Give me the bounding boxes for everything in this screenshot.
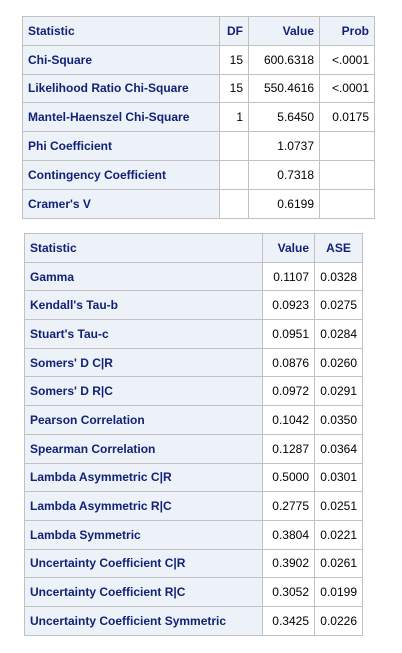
cell-value: 0.0923	[262, 290, 315, 321]
table-row: Chi-Square 15 600.6318 <.0001	[22, 44, 375, 75]
cell-value: 1.0737	[248, 131, 320, 161]
column-header-statistic: Statistic	[22, 16, 220, 46]
cell-value: 0.1287	[262, 433, 315, 464]
cell-value: 5.6450	[248, 102, 320, 133]
cell-prob: 0.0175	[319, 102, 375, 133]
cell-ase: 0.0226	[314, 605, 363, 636]
cell-ase: 0.0260	[314, 347, 363, 378]
column-header-prob: Prob	[319, 16, 375, 46]
row-header-statistic: Chi-Square	[22, 44, 220, 75]
cell-prob: <.0001	[319, 44, 375, 75]
table-row: Uncertainty Coefficient R|C 0.3052 0.019…	[24, 577, 363, 607]
cell-value: 600.6318	[248, 44, 320, 75]
cell-ase: 0.0261	[314, 548, 363, 579]
cell-df	[219, 188, 249, 219]
cell-prob	[319, 188, 375, 219]
table-header-row: Statistic Value ASE	[24, 233, 363, 263]
row-header-statistic: Pearson Correlation	[24, 405, 263, 435]
cell-ase: 0.0221	[314, 519, 363, 550]
cell-value: 550.4616	[248, 73, 320, 104]
row-header-statistic: Somers' D C|R	[24, 347, 263, 378]
table-row: Phi Coefficient 1.0737	[22, 131, 375, 161]
table-row: Somers' D C|R 0.0876 0.0260	[24, 347, 363, 378]
table-row: Somers' D R|C 0.0972 0.0291	[24, 376, 363, 407]
column-header-value: Value	[248, 16, 320, 46]
table-row: Likelihood Ratio Chi-Square 15 550.4616 …	[22, 73, 375, 104]
cell-value: 0.1042	[262, 405, 315, 435]
table-row: Lambda Asymmetric C|R 0.5000 0.0301	[24, 462, 363, 493]
cell-value: 0.2775	[262, 491, 315, 521]
cell-df: 1	[219, 102, 249, 133]
table-row: Pearson Correlation 0.1042 0.0350	[24, 405, 363, 435]
table-header-row: Statistic DF Value Prob	[22, 16, 375, 46]
cell-value: 0.6199	[248, 188, 320, 219]
row-header-statistic: Contingency Coefficient	[22, 159, 220, 190]
column-header-statistic: Statistic	[24, 233, 263, 263]
row-header-statistic: Lambda Asymmetric C|R	[24, 462, 263, 493]
row-header-statistic: Lambda Asymmetric R|C	[24, 491, 263, 521]
table-row: Gamma 0.1107 0.0328	[24, 261, 363, 292]
cell-value: 0.0876	[262, 347, 315, 378]
row-header-statistic: Gamma	[24, 261, 263, 292]
column-header-value: Value	[262, 233, 315, 263]
table-row: Spearman Correlation 0.1287 0.0364	[24, 433, 363, 464]
cell-value: 0.7318	[248, 159, 320, 190]
row-header-statistic: Cramer's V	[22, 188, 220, 219]
row-header-statistic: Spearman Correlation	[24, 433, 263, 464]
cell-ase: 0.0350	[314, 405, 363, 435]
column-header-ase: ASE	[314, 233, 363, 263]
row-header-statistic: Uncertainty Coefficient Symmetric	[24, 605, 263, 636]
cell-value: 0.5000	[262, 462, 315, 493]
table-row: Lambda Asymmetric R|C 0.2775 0.0251	[24, 491, 363, 521]
table-row: Kendall's Tau-b 0.0923 0.0275	[24, 290, 363, 321]
cell-value: 0.3804	[262, 519, 315, 550]
cell-ase: 0.0275	[314, 290, 363, 321]
cell-ase: 0.0301	[314, 462, 363, 493]
cell-ase: 0.0251	[314, 491, 363, 521]
cell-ase: 0.0328	[314, 261, 363, 292]
table-row: Contingency Coefficient 0.7318	[22, 159, 375, 190]
cell-prob	[319, 131, 375, 161]
cell-value: 0.0972	[262, 376, 315, 407]
cell-df: 15	[219, 44, 249, 75]
table-row: Stuart's Tau-c 0.0951 0.0284	[24, 319, 363, 349]
cell-ase: 0.0284	[314, 319, 363, 349]
row-header-statistic: Lambda Symmetric	[24, 519, 263, 550]
row-header-statistic: Uncertainty Coefficient C|R	[24, 548, 263, 579]
cell-ase: 0.0364	[314, 433, 363, 464]
table-row: Mantel-Haenszel Chi-Square 1 5.6450 0.01…	[22, 102, 375, 133]
cell-value: 0.1107	[262, 261, 315, 292]
cell-prob	[319, 159, 375, 190]
cell-ase: 0.0199	[314, 577, 363, 607]
cell-value: 0.3902	[262, 548, 315, 579]
row-header-statistic: Somers' D R|C	[24, 376, 263, 407]
association-measures-table: Statistic Value ASE Gamma 0.1107 0.0328 …	[24, 233, 363, 636]
cell-df	[219, 159, 249, 190]
cell-prob: <.0001	[319, 73, 375, 104]
table-row: Uncertainty Coefficient C|R 0.3902 0.026…	[24, 548, 363, 579]
row-header-statistic: Uncertainty Coefficient R|C	[24, 577, 263, 607]
cell-ase: 0.0291	[314, 376, 363, 407]
cell-df: 15	[219, 73, 249, 104]
chi-square-statistics-table: Statistic DF Value Prob Chi-Square 15 60…	[22, 16, 375, 219]
column-header-df: DF	[219, 16, 249, 46]
cell-value: 0.3052	[262, 577, 315, 607]
cell-value: 0.0951	[262, 319, 315, 349]
table-row: Uncertainty Coefficient Symmetric 0.3425…	[24, 605, 363, 636]
row-header-statistic: Likelihood Ratio Chi-Square	[22, 73, 220, 104]
row-header-statistic: Kendall's Tau-b	[24, 290, 263, 321]
row-header-statistic: Phi Coefficient	[22, 131, 220, 161]
cell-value: 0.3425	[262, 605, 315, 636]
cell-df	[219, 131, 249, 161]
table-row: Lambda Symmetric 0.3804 0.0221	[24, 519, 363, 550]
row-header-statistic: Stuart's Tau-c	[24, 319, 263, 349]
row-header-statistic: Mantel-Haenszel Chi-Square	[22, 102, 220, 133]
table-row: Cramer's V 0.6199	[22, 188, 375, 219]
